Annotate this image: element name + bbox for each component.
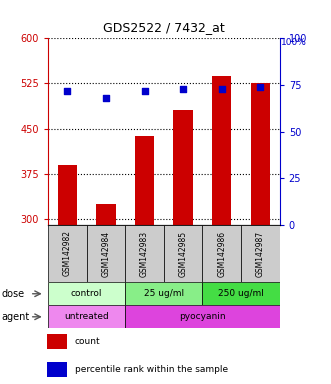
- Bar: [47, 334, 67, 349]
- Bar: [241, 225, 280, 282]
- Point: [219, 86, 224, 92]
- Text: GSM142983: GSM142983: [140, 230, 149, 276]
- Title: GDS2522 / 7432_at: GDS2522 / 7432_at: [103, 22, 225, 35]
- Bar: [251, 83, 270, 225]
- Bar: [125, 225, 164, 282]
- Point: [103, 95, 109, 101]
- Point: [180, 86, 186, 92]
- Bar: [164, 225, 203, 282]
- Bar: [48, 225, 87, 282]
- Text: count: count: [75, 337, 101, 346]
- Point: [65, 88, 70, 94]
- Text: GSM142986: GSM142986: [217, 230, 226, 276]
- Text: control: control: [71, 289, 102, 298]
- Point: [142, 88, 147, 94]
- Text: 25 ug/ml: 25 ug/ml: [144, 289, 184, 298]
- Bar: [48, 305, 125, 328]
- Bar: [173, 111, 193, 225]
- Text: 100%: 100%: [281, 38, 307, 47]
- Text: untreated: untreated: [64, 312, 109, 321]
- Bar: [58, 165, 77, 225]
- Bar: [47, 362, 67, 377]
- Point: [258, 84, 263, 90]
- Text: pyocyanin: pyocyanin: [179, 312, 226, 321]
- Bar: [203, 282, 280, 305]
- Text: GSM142985: GSM142985: [179, 230, 188, 276]
- Text: percentile rank within the sample: percentile rank within the sample: [75, 365, 228, 374]
- Text: GSM142982: GSM142982: [63, 230, 72, 276]
- Bar: [87, 225, 125, 282]
- Text: agent: agent: [2, 312, 30, 322]
- Text: GSM142987: GSM142987: [256, 230, 265, 276]
- Text: dose: dose: [2, 289, 25, 299]
- Text: GSM142984: GSM142984: [101, 230, 111, 276]
- Bar: [203, 225, 241, 282]
- Bar: [125, 305, 280, 328]
- Bar: [135, 136, 154, 225]
- Bar: [96, 204, 116, 225]
- Bar: [48, 282, 125, 305]
- Bar: [212, 76, 231, 225]
- Text: 250 ug/ml: 250 ug/ml: [218, 289, 264, 298]
- Bar: [125, 282, 203, 305]
